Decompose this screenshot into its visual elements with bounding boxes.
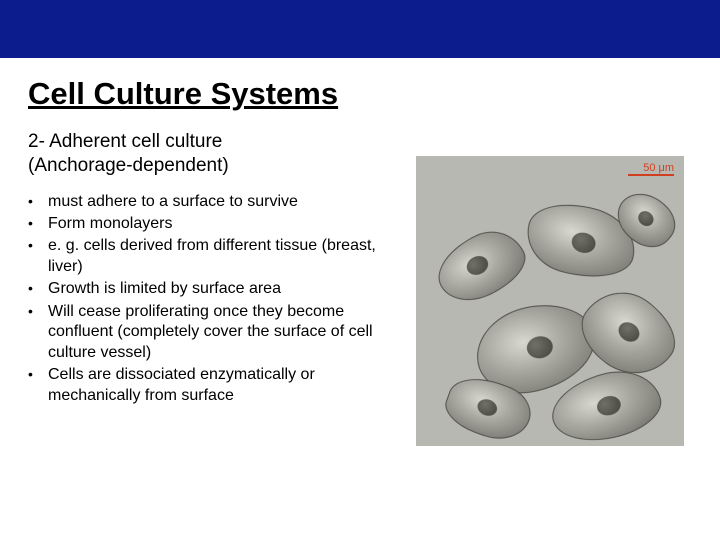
scale-bar-label: 50 μm: [643, 162, 674, 174]
cell-nucleus: [569, 229, 597, 255]
list-item: • Cells are dissociated enzymatically or…: [28, 365, 388, 406]
bullet-text: e. g. cells derived from different tissu…: [48, 236, 388, 277]
list-item: • must adhere to a surface to survive: [28, 192, 388, 212]
cell-nucleus: [475, 396, 499, 418]
cell-nucleus: [635, 208, 656, 229]
bullet-icon: •: [28, 236, 48, 277]
bullet-text: Form monolayers: [48, 214, 388, 234]
bullet-text: Growth is limited by surface area: [48, 279, 388, 299]
list-item: • e. g. cells derived from different tis…: [28, 236, 388, 277]
bullet-icon: •: [28, 279, 48, 299]
content-row: • must adhere to a surface to survive • …: [0, 178, 720, 446]
list-item: • Form monolayers: [28, 214, 388, 234]
bullet-icon: •: [28, 214, 48, 234]
scale-bar-line: [628, 174, 674, 176]
cell-shape: [428, 219, 535, 311]
header-bar: [0, 0, 720, 58]
cell-nucleus: [615, 318, 643, 345]
bullet-icon: •: [28, 302, 48, 363]
bullet-icon: •: [28, 365, 48, 406]
microscopy-image: 50 μm: [416, 156, 684, 446]
cell-nucleus: [595, 393, 623, 418]
bullet-icon: •: [28, 192, 48, 212]
bullet-text: must adhere to a surface to survive: [48, 192, 388, 212]
subtitle-line-2: (Anchorage-dependent): [28, 155, 229, 176]
bullet-text: Will cease proliferating once they becom…: [48, 302, 388, 363]
slide-title: Cell Culture Systems: [0, 58, 720, 112]
subtitle-line-1: 2- Adherent cell culture: [28, 131, 222, 152]
bullet-text: Cells are dissociated enzymatically or m…: [48, 365, 388, 406]
cell-nucleus: [464, 252, 492, 278]
list-item: • Will cease proliferating once they bec…: [28, 302, 388, 363]
bullet-list: • must adhere to a surface to survive • …: [28, 188, 388, 446]
list-item: • Growth is limited by surface area: [28, 279, 388, 299]
cell-nucleus: [525, 334, 554, 360]
